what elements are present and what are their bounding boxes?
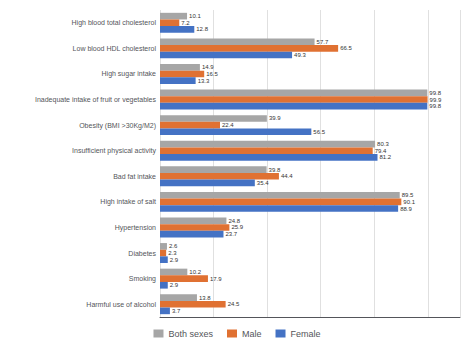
svg-text:High sugar intake: High sugar intake: [102, 70, 157, 78]
svg-text:Hypertension: Hypertension: [115, 224, 156, 232]
svg-text:24.5: 24.5: [228, 301, 240, 307]
svg-text:10.1: 10.1: [189, 13, 201, 19]
svg-text:99.9: 99.9: [430, 97, 442, 103]
svg-text:12.8: 12.8: [196, 26, 208, 32]
svg-text:17.9: 17.9: [210, 276, 222, 282]
svg-text:13.3: 13.3: [198, 78, 210, 84]
svg-text:Low blood HDL cholesterol: Low blood HDL cholesterol: [73, 45, 157, 52]
svg-text:23.7: 23.7: [225, 231, 237, 237]
svg-text:89.5: 89.5: [402, 192, 414, 198]
svg-text:57.7: 57.7: [317, 39, 329, 45]
svg-text:Diabetes: Diabetes: [128, 250, 156, 257]
svg-text:14.9: 14.9: [202, 64, 214, 70]
svg-text:2.3: 2.3: [168, 250, 177, 256]
svg-text:99.8: 99.8: [429, 103, 441, 109]
svg-text:79.4: 79.4: [375, 148, 387, 154]
svg-text:66.5: 66.5: [340, 45, 352, 51]
svg-text:80.3: 80.3: [377, 141, 389, 147]
svg-text:2.9: 2.9: [170, 257, 179, 263]
svg-text:44.4: 44.4: [281, 173, 293, 179]
svg-text:Smoking: Smoking: [129, 275, 156, 283]
svg-text:High intake of salt: High intake of salt: [100, 198, 156, 206]
svg-text:35.4: 35.4: [257, 180, 269, 186]
svg-text:7.2: 7.2: [181, 20, 190, 26]
svg-text:81.2: 81.2: [380, 154, 392, 160]
svg-text:Both sexes: Both sexes: [168, 329, 213, 339]
svg-text:2.9: 2.9: [170, 282, 179, 288]
svg-text:3.7: 3.7: [172, 308, 181, 314]
svg-text:2.6: 2.6: [169, 243, 178, 249]
svg-text:13.8: 13.8: [199, 295, 211, 301]
svg-text:Harmful use of alcohol: Harmful use of alcohol: [86, 301, 156, 308]
svg-text:10.2: 10.2: [189, 269, 201, 275]
svg-text:Male: Male: [242, 329, 262, 339]
svg-text:24.8: 24.8: [228, 218, 240, 224]
svg-text:90.1: 90.1: [403, 199, 415, 205]
svg-text:Inadequate intake of fruit or: Inadequate intake of fruit or vegetables: [35, 96, 157, 104]
svg-text:99.8: 99.8: [429, 90, 441, 96]
svg-text:22.4: 22.4: [222, 122, 234, 128]
svg-text:Obesity (BMI >30Kg/M2): Obesity (BMI >30Kg/M2): [79, 122, 156, 130]
svg-text:56.5: 56.5: [313, 129, 325, 135]
svg-text:Insufficient physical activity: Insufficient physical activity: [72, 147, 156, 155]
svg-text:25.9: 25.9: [231, 224, 243, 230]
svg-text:16.5: 16.5: [206, 71, 218, 77]
svg-text:High blood total cholesterol: High blood total cholesterol: [72, 19, 157, 27]
svg-text:88.9: 88.9: [400, 206, 412, 212]
svg-text:39.8: 39.8: [269, 167, 281, 173]
svg-text:Bad fat intake: Bad fat intake: [113, 173, 156, 180]
svg-text:49.3: 49.3: [294, 52, 306, 58]
svg-text:39.9: 39.9: [269, 115, 281, 121]
svg-text:Female: Female: [291, 329, 321, 339]
